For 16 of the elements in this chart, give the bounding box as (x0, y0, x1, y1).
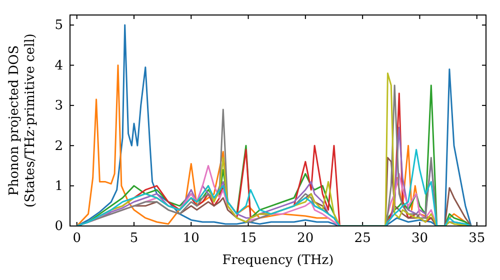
x-tick-label: 15 (240, 231, 257, 246)
y-tick-label: 2 (54, 138, 63, 154)
x-axis-title: Frequency (THz) (222, 253, 334, 268)
y-tick-label: 0 (54, 219, 63, 234)
x-tick-label: 35 (468, 231, 486, 246)
x-tick-label: 30 (411, 231, 428, 246)
y-tick-label: 5 (54, 18, 63, 34)
y-axis-title: Phonon projected DOS (States/THz·primitive cell) (7, 33, 38, 208)
y-tick-label: 4 (54, 58, 63, 74)
x-tick-label: 0 (72, 231, 81, 246)
y-tick-label: 1 (54, 178, 63, 194)
x-tick-label: 5 (130, 231, 138, 246)
y-tick-label: 3 (54, 98, 63, 114)
x-tick-label: 20 (297, 231, 314, 246)
x-tick-label: 10 (182, 231, 200, 246)
x-tick-label: 25 (354, 231, 371, 246)
